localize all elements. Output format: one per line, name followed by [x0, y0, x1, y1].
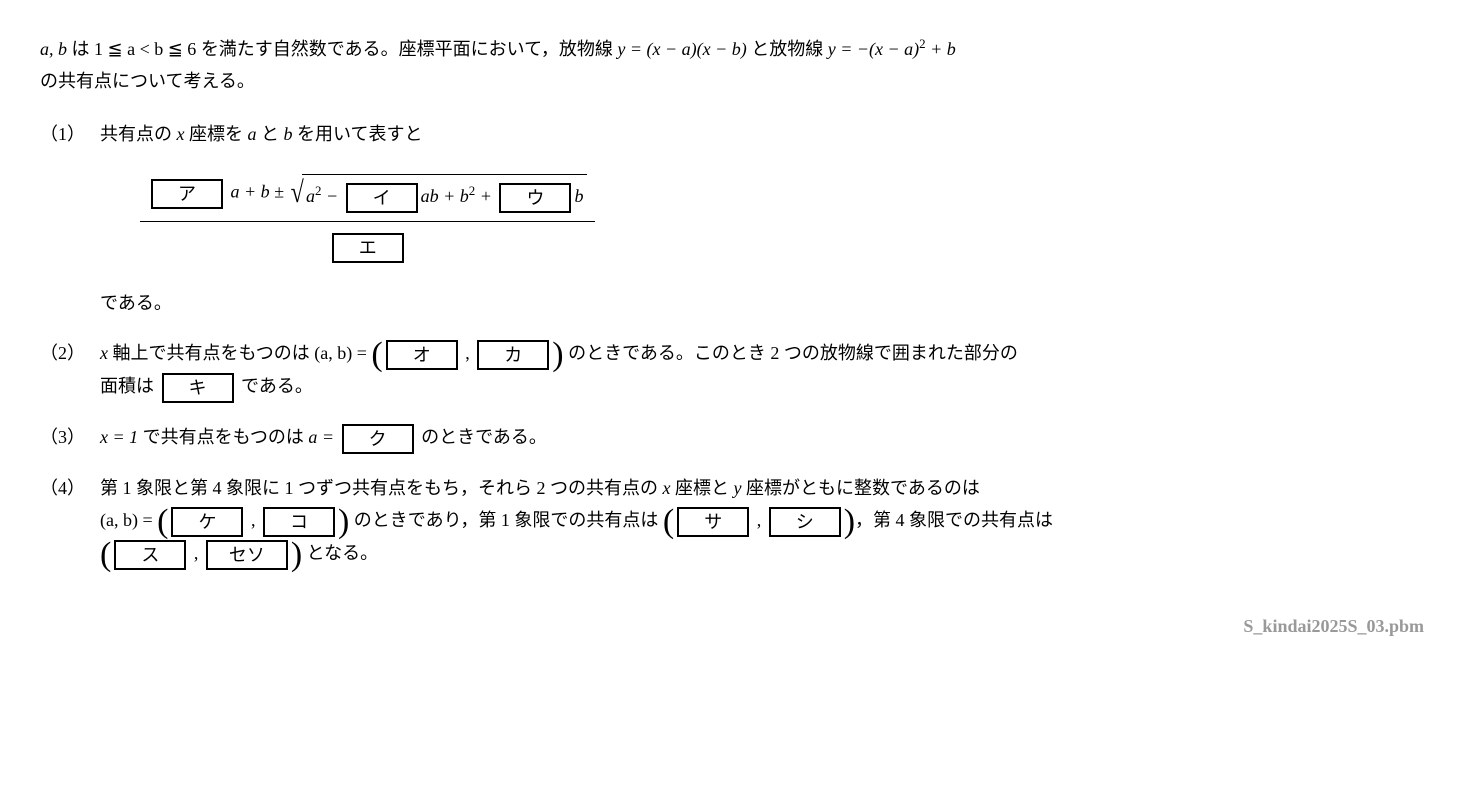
p1-sqrt-body: a2 − イab + b2 + ウb — [302, 174, 587, 213]
blank-shi: シ — [769, 507, 841, 537]
footer-filename: S_kindai2025S_03.pbm — [40, 610, 1424, 642]
part-4-num: （4） — [40, 472, 100, 504]
part-2-num: （2） — [40, 337, 100, 369]
part-4-body: 第 1 象限と第 4 象限に 1 つずつ共有点をもち，それら 2 つの共有点の … — [100, 472, 1424, 570]
lparen4-icon: ( — [100, 536, 111, 573]
p3-aeq: a = — [308, 427, 338, 447]
part-1-body: 共有点の x 座標を a と b を用いて表すと — [100, 118, 1424, 150]
p1-tail: である。 — [100, 287, 1424, 319]
p4-t2: 座標と — [671, 478, 734, 498]
sqrt-icon: √ — [290, 178, 303, 217]
p1-b: b — [284, 124, 293, 144]
p1-numerator: ア a + b ± √ a2 − イab + b2 + ウb — [140, 168, 595, 222]
p1-t3: と — [257, 124, 284, 144]
part-3-body: x = 1 で共有点をもつのは a = ク のときである。 — [100, 421, 1424, 454]
blank-ki: キ — [162, 373, 234, 403]
p4-t3: 座標がともに整数であるのは — [742, 478, 980, 498]
intro-line2: の共有点について考える。 — [40, 71, 255, 91]
intro-eq2-rhs: + b — [926, 39, 956, 59]
p1-s3: ab + b — [421, 186, 469, 206]
p1-x: x — [177, 124, 185, 144]
problem-intro: a, b は 1 ≦ a < b ≦ 6 を満たす自然数である。座標平面において… — [40, 32, 1424, 98]
intro-eq2: y = −(x − a)2 + b — [828, 39, 956, 59]
rparen-icon: ) — [552, 336, 563, 373]
rparen4-icon: ) — [291, 536, 302, 573]
part-1: （1） 共有点の x 座標を a と b を用いて表すと ア a + b ± √… — [40, 118, 1424, 320]
intro-eq1: y = (x − a)(x − b) — [617, 39, 746, 59]
p4-t1: 第 1 象限と第 4 象限に 1 つずつ共有点をもち，それら 2 つの共有点の — [100, 478, 663, 498]
p3-t2: のときである。 — [417, 427, 547, 447]
part-2: （2） x 軸上で共有点をもつのは (a, b) = (オ , カ) のときであ… — [40, 337, 1424, 403]
p1-fraction: ア a + b ± √ a2 − イab + b2 + ウb エ — [140, 168, 595, 265]
p1-t1: 共有点の — [100, 124, 177, 144]
p1-s2: − — [321, 186, 342, 206]
blank-ke: ケ — [171, 507, 243, 537]
lparen3-icon: ( — [663, 503, 674, 540]
p2-t3: 面積は — [100, 376, 159, 396]
p1-t2: 座標を — [185, 124, 248, 144]
blank-u: ウ — [499, 183, 571, 213]
blank-ku: ク — [342, 424, 414, 454]
p4-x: x — [663, 478, 671, 498]
p4-y: y — [734, 478, 742, 498]
p2-t1: 軸上で共有点をもつのは — [108, 343, 314, 363]
blank-e: エ — [332, 233, 404, 263]
intro-t2: を満たす自然数である。座標平面において，放物線 — [196, 39, 617, 59]
blank-o: オ — [386, 340, 458, 370]
p4-t4: のときであり，第 1 象限での共有点は — [349, 510, 663, 530]
lparen2-icon: ( — [157, 503, 168, 540]
p1-s5: b — [574, 186, 583, 206]
blank-seso: セソ — [206, 540, 288, 570]
blank-a: ア — [151, 179, 223, 209]
blank-ka: カ — [477, 340, 549, 370]
p1-sqrt: √ a2 − イab + b2 + ウb — [289, 174, 588, 213]
lparen-icon: ( — [371, 336, 382, 373]
p2-t2: のときである。このとき 2 つの放物線で囲まれた部分の — [564, 343, 1018, 363]
p1-s4: + — [475, 186, 496, 206]
part-3: （3） x = 1 で共有点をもつのは a = ク のときである。 — [40, 421, 1424, 454]
p2-ab: (a, b) = — [314, 343, 371, 363]
p4-comma2: , — [752, 510, 766, 530]
p4-ab: (a, b) = — [100, 510, 157, 530]
intro-t3: と放物線 — [747, 39, 828, 59]
blank-i: イ — [346, 183, 418, 213]
p2-x: x — [100, 343, 108, 363]
p3-eq: x = 1 — [100, 427, 138, 447]
p4-t5: ，第 4 象限での共有点は — [855, 510, 1053, 530]
rparen3-icon: ) — [844, 503, 855, 540]
part-1-num: （1） — [40, 118, 100, 150]
blank-su: ス — [114, 540, 186, 570]
part-2-body: x 軸上で共有点をもつのは (a, b) = (オ , カ) のときである。この… — [100, 337, 1424, 403]
p2-comma: , — [461, 343, 475, 363]
p3-t1: で共有点をもつのは — [138, 427, 308, 447]
p1-s1: a — [306, 186, 315, 206]
p1-denominator: エ — [140, 222, 595, 265]
p1-a: a — [248, 124, 257, 144]
p1-frag1: a + b ± — [231, 182, 289, 202]
intro-eq2-lhs: y = −(x − a) — [828, 39, 919, 59]
blank-sa: サ — [677, 507, 749, 537]
p1-formula: ア a + b ± √ a2 − イab + b2 + ウb エ — [140, 160, 1424, 273]
p4-t6: となる。 — [302, 543, 378, 563]
p4-comma3: , — [189, 543, 203, 563]
intro-vars: a, b — [40, 39, 67, 59]
blank-ko: コ — [263, 507, 335, 537]
p2-t4: である。 — [237, 376, 313, 396]
p1-t4: を用いて表すと — [293, 124, 423, 144]
part-4: （4） 第 1 象限と第 4 象限に 1 つずつ共有点をもち，それら 2 つの共… — [40, 472, 1424, 570]
p4-comma: , — [246, 510, 260, 530]
intro-t1: は — [67, 39, 94, 59]
part-3-num: （3） — [40, 421, 100, 453]
intro-cond: 1 ≦ a < b ≦ 6 — [94, 39, 196, 59]
rparen2-icon: ) — [338, 503, 349, 540]
